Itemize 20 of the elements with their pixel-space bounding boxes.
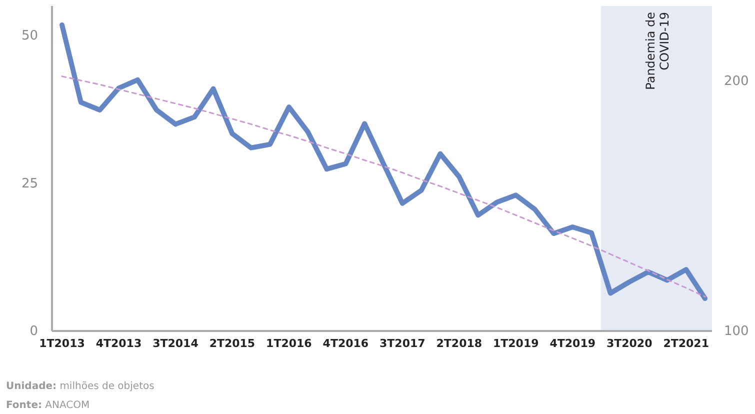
y2-tick-label: 200 bbox=[724, 74, 749, 90]
y-tick-label: 0 bbox=[30, 324, 38, 340]
x-tick-label: 2T2018 bbox=[436, 336, 482, 350]
y-tick-label: 25 bbox=[21, 176, 38, 192]
source-note: Fonte: ANACOM bbox=[6, 400, 90, 411]
x-tick-label: 4T2013 bbox=[96, 336, 142, 350]
annotation: Pandemia de COVID-19 bbox=[643, 12, 672, 90]
x-tick-label: 3T2014 bbox=[152, 336, 199, 350]
x-tick-label: 1T2019 bbox=[492, 336, 539, 350]
x-tick-label: 2T2015 bbox=[209, 336, 256, 350]
x-tick-label: 1T2013 bbox=[39, 336, 85, 350]
x-tick-label: 3T2020 bbox=[606, 336, 653, 350]
x-tick-label: 3T2017 bbox=[380, 336, 426, 350]
text: Unidade: milhões de objetos bbox=[6, 381, 154, 392]
x-tick-label: 4T2019 bbox=[550, 336, 596, 350]
y-tick-label: 50 bbox=[21, 28, 38, 44]
y2-tick-label: 100 bbox=[724, 324, 749, 340]
x-tick-label: 1T2016 bbox=[266, 336, 312, 350]
x-tick-label: 2T2021 bbox=[663, 336, 709, 350]
x-tick-label: 4T2016 bbox=[322, 336, 369, 350]
